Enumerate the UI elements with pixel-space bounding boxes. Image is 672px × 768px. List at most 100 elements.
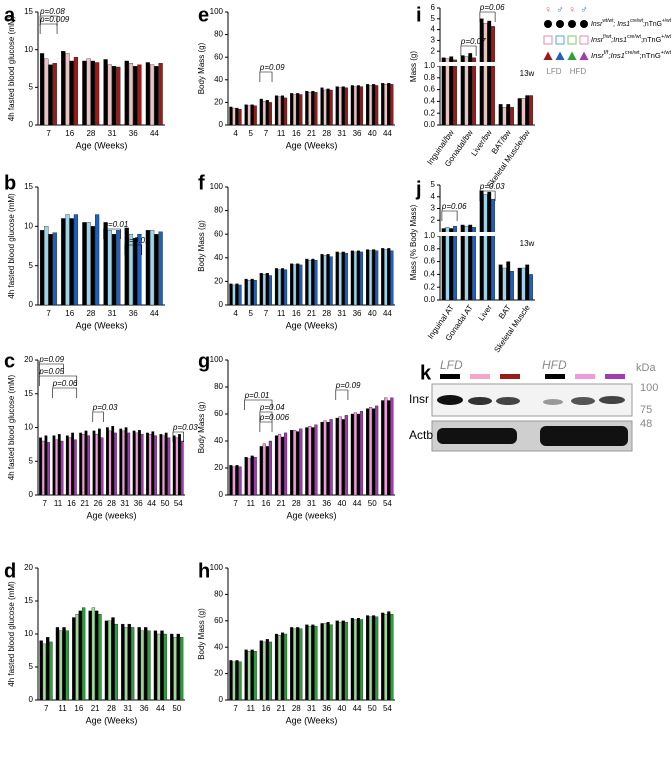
legend: ♀ ♂ ♀ ♂Insrwt/wt; Ins1cre/wt;nTnG+/wtInsrf/… [543, 5, 672, 76]
bar [502, 267, 507, 301]
blot-unit: kDa [636, 362, 656, 374]
bar [232, 466, 236, 496]
x-tick-label: 36 [140, 704, 149, 713]
label-part: ;Ins1 [608, 53, 625, 60]
y-tick-label: 4 [431, 25, 436, 34]
bar [44, 435, 48, 496]
legend-marker [568, 20, 576, 28]
y-tick-label: 5 [29, 82, 34, 91]
bar [95, 62, 100, 126]
bar [274, 633, 279, 701]
x-tick-label: 28 [107, 704, 116, 713]
bar [326, 621, 330, 701]
bar [97, 428, 101, 496]
bar [238, 661, 242, 701]
bar [353, 619, 357, 701]
significance-bracket [460, 45, 477, 56]
bar [369, 85, 373, 126]
bar [359, 251, 364, 306]
lane-key [470, 374, 490, 379]
x-tick-label: 36 [129, 309, 138, 318]
bar [42, 643, 47, 701]
panel-label: a [4, 4, 16, 26]
bar [366, 84, 370, 126]
bar [127, 432, 131, 496]
x-tick-label: 16 [262, 704, 271, 713]
bar [44, 226, 49, 306]
x-tick-label: 31 [108, 129, 117, 138]
bar [460, 224, 465, 301]
bar [460, 55, 465, 126]
x-tick-label: 16 [292, 309, 301, 318]
x-tick-label: 28 [86, 309, 95, 318]
band [540, 426, 628, 446]
bar [372, 249, 376, 306]
x-tick-label: 28 [86, 129, 95, 138]
bar [353, 251, 357, 306]
x-tick-label: 36 [134, 499, 143, 508]
y-tick-label: 80 [214, 382, 223, 391]
y-axis-label: 4h fasted blood glucose (mM) [7, 581, 16, 687]
bar [381, 248, 385, 306]
panel-label: k [420, 362, 432, 384]
bar [60, 440, 64, 496]
bar [235, 660, 239, 701]
blot-panel: k LFD HFD kDa Insr Actb 100 75 48 [409, 358, 658, 452]
y-tick-label: 5 [431, 180, 436, 189]
y-tick-label: 1.0 [424, 231, 436, 240]
x-tick-label: 4 [233, 129, 238, 138]
x-tick-label: 7 [264, 129, 269, 138]
bar [107, 230, 112, 306]
bar [98, 614, 102, 701]
bar [479, 18, 484, 126]
y-tick-label: 60 [214, 52, 223, 61]
legend-marker [580, 20, 588, 28]
bar [369, 250, 373, 306]
p-value: p=0.009 [39, 15, 70, 24]
x-tick-label: 36 [353, 309, 362, 318]
band [468, 397, 492, 405]
label-part: Insr [591, 37, 604, 44]
bar [253, 280, 257, 306]
bar [179, 637, 184, 701]
bar [491, 26, 495, 126]
x-tick-label: BAT [497, 303, 513, 321]
significance-bracket [39, 15, 58, 26]
y-tick-label: 0.2 [424, 108, 436, 117]
significance-bracket [479, 190, 496, 201]
x-tick-label: 11 [277, 309, 286, 318]
x-tick-label: 7 [264, 309, 269, 318]
protein-label: Insr [409, 392, 429, 406]
bar [320, 87, 324, 126]
bar [521, 267, 526, 301]
bar [55, 439, 58, 496]
y-tick-label: 10 [24, 629, 33, 638]
bar [453, 225, 457, 301]
bar [326, 421, 330, 496]
y-axis-label: Body Mass (g) [197, 220, 206, 272]
y-tick-label: 100 [210, 182, 224, 191]
bar [253, 651, 257, 701]
bar [498, 104, 503, 126]
diet-label: LFD [546, 67, 561, 76]
bar [150, 64, 155, 126]
bar [311, 90, 315, 126]
x-tick-label: 50 [161, 499, 170, 508]
bar [366, 249, 370, 306]
legend-marker [567, 51, 577, 60]
label-part: ;nTnG [640, 53, 661, 60]
bar [111, 234, 117, 306]
y-tick-label: 5 [29, 456, 34, 465]
legend-marker [555, 35, 565, 45]
bar [296, 263, 300, 306]
bar [108, 430, 112, 496]
y-tick-label: 0.0 [424, 295, 436, 304]
bar [356, 618, 360, 701]
bar [92, 430, 96, 496]
y-tick-label: 40 [214, 75, 223, 84]
chart-panel: b 0 5 10 15 4h fasted blood glucose (mM) 7 16 28… [4, 172, 165, 330]
label-part: Insr [591, 21, 603, 28]
bar [116, 66, 121, 126]
bar [479, 190, 484, 301]
bar [299, 94, 303, 126]
